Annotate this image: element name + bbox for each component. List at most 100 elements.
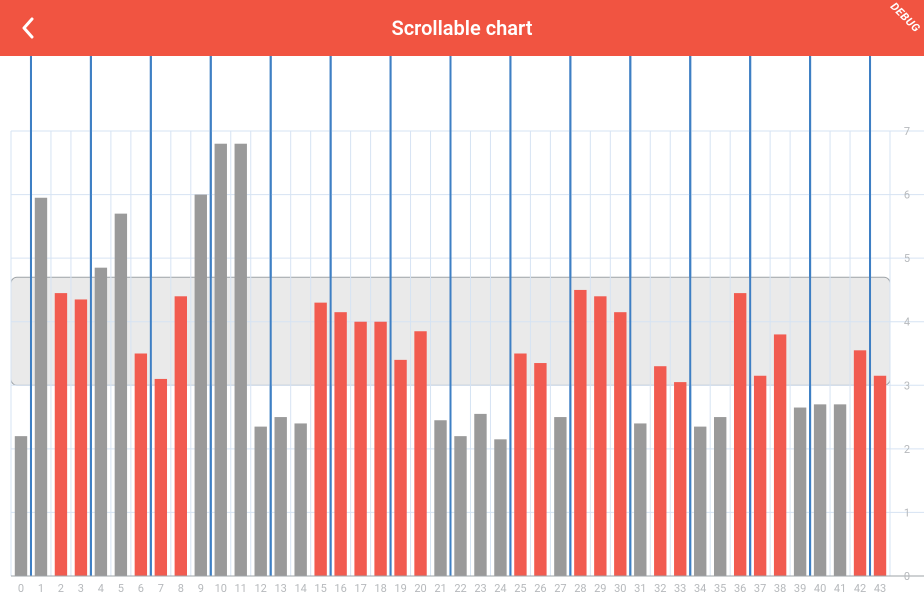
- x-tick-label: 0: [18, 582, 24, 595]
- bar[interactable]: [314, 303, 326, 576]
- bar[interactable]: [414, 331, 426, 576]
- x-tick-label: 23: [474, 582, 486, 595]
- bar[interactable]: [275, 417, 287, 576]
- bar[interactable]: [35, 198, 47, 576]
- page-title: Scrollable chart: [392, 16, 533, 40]
- x-tick-label: 5: [118, 582, 124, 595]
- bar[interactable]: [115, 214, 127, 576]
- debug-banner: DEBUG: [868, 0, 924, 56]
- bar[interactable]: [554, 417, 566, 576]
- x-tick-label: 1: [38, 582, 44, 595]
- x-tick-label: 3: [78, 582, 84, 595]
- bar[interactable]: [294, 423, 306, 576]
- bar-chart-svg: 0123456701234567891011121314151617181920…: [0, 56, 924, 599]
- x-tick-label: 9: [198, 582, 204, 595]
- y-tick-label: 1: [904, 506, 910, 519]
- bar[interactable]: [15, 436, 27, 576]
- x-tick-label: 21: [434, 582, 446, 595]
- bar[interactable]: [874, 376, 886, 576]
- bar[interactable]: [794, 408, 806, 576]
- x-tick-label: 41: [834, 582, 846, 595]
- x-tick-label: 22: [454, 582, 466, 595]
- bar[interactable]: [394, 360, 406, 576]
- bar[interactable]: [654, 366, 666, 576]
- x-tick-label: 20: [414, 582, 426, 595]
- y-tick-label: 4: [904, 316, 910, 329]
- y-tick-label: 0: [904, 570, 910, 583]
- x-tick-label: 8: [178, 582, 184, 595]
- bar[interactable]: [854, 350, 866, 576]
- x-tick-label: 27: [554, 582, 566, 595]
- x-tick-label: 2: [58, 582, 64, 595]
- bar[interactable]: [75, 299, 87, 576]
- x-tick-label: 40: [814, 582, 826, 595]
- bar[interactable]: [734, 293, 746, 576]
- x-tick-label: 26: [534, 582, 546, 595]
- x-tick-label: 18: [374, 582, 386, 595]
- x-tick-label: 17: [354, 582, 366, 595]
- bar[interactable]: [434, 420, 446, 576]
- bar[interactable]: [594, 296, 606, 576]
- x-tick-label: 33: [674, 582, 686, 595]
- chevron-left-icon: [21, 17, 35, 39]
- bar[interactable]: [474, 414, 486, 576]
- y-tick-label: 2: [904, 443, 910, 456]
- bar[interactable]: [255, 427, 267, 576]
- bar[interactable]: [55, 293, 67, 576]
- bar[interactable]: [754, 376, 766, 576]
- bar[interactable]: [674, 382, 686, 576]
- bar[interactable]: [834, 404, 846, 576]
- x-tick-label: 30: [614, 582, 626, 595]
- bar[interactable]: [494, 439, 506, 576]
- bar[interactable]: [814, 404, 826, 576]
- x-tick-label: 7: [158, 582, 164, 595]
- bar[interactable]: [354, 322, 366, 576]
- bar[interactable]: [155, 379, 167, 576]
- bar[interactable]: [374, 322, 386, 576]
- x-tick-label: 29: [594, 582, 606, 595]
- x-tick-label: 4: [98, 582, 104, 595]
- x-tick-label: 34: [694, 582, 706, 595]
- bar[interactable]: [215, 144, 227, 576]
- bar[interactable]: [694, 427, 706, 576]
- bar[interactable]: [95, 268, 107, 576]
- bar[interactable]: [534, 363, 546, 576]
- x-tick-label: 31: [634, 582, 646, 595]
- x-tick-label: 25: [514, 582, 526, 595]
- x-tick-label: 28: [574, 582, 586, 595]
- scrollable-chart[interactable]: 0123456701234567891011121314151617181920…: [0, 56, 924, 599]
- x-tick-label: 39: [794, 582, 806, 595]
- x-tick-label: 16: [334, 582, 346, 595]
- x-tick-label: 43: [874, 582, 886, 595]
- bar[interactable]: [574, 290, 586, 576]
- bar[interactable]: [514, 354, 526, 577]
- bar[interactable]: [714, 417, 726, 576]
- y-tick-label: 7: [904, 125, 910, 138]
- bar[interactable]: [195, 195, 207, 576]
- bar[interactable]: [175, 296, 187, 576]
- x-tick-label: 36: [734, 582, 746, 595]
- bar[interactable]: [614, 312, 626, 576]
- x-tick-label: 13: [275, 582, 287, 595]
- x-tick-label: 37: [754, 582, 766, 595]
- back-button[interactable]: [8, 0, 48, 56]
- y-tick-label: 5: [904, 252, 910, 265]
- bar[interactable]: [135, 354, 147, 577]
- bar[interactable]: [235, 144, 247, 576]
- x-tick-label: 11: [235, 582, 247, 595]
- x-tick-label: 14: [295, 582, 307, 595]
- x-tick-label: 38: [774, 582, 786, 595]
- x-tick-label: 32: [654, 582, 666, 595]
- x-tick-label: 24: [494, 582, 506, 595]
- app-bar: Scrollable chart DEBUG: [0, 0, 924, 56]
- x-tick-label: 12: [255, 582, 267, 595]
- x-tick-label: 10: [215, 582, 227, 595]
- bar[interactable]: [774, 334, 786, 576]
- bar[interactable]: [634, 423, 646, 576]
- y-tick-label: 3: [904, 379, 910, 392]
- y-tick-label: 6: [904, 189, 910, 202]
- bar[interactable]: [334, 312, 346, 576]
- bar[interactable]: [454, 436, 466, 576]
- x-tick-label: 19: [394, 582, 406, 595]
- x-tick-label: 42: [854, 582, 866, 595]
